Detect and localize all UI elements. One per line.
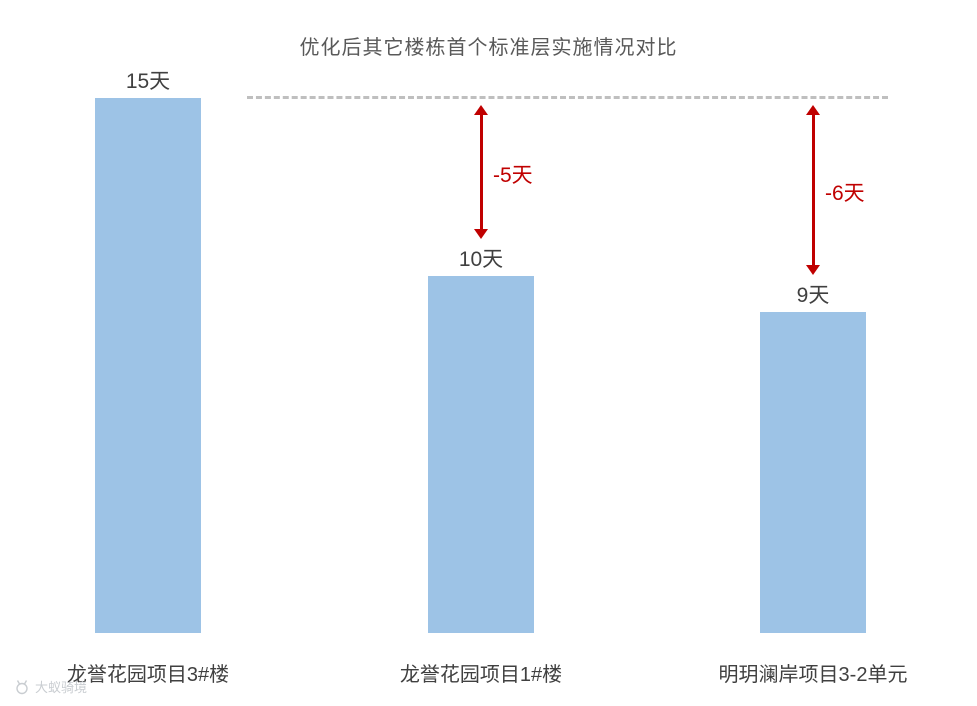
watermark-text: 大蚁骑境: [35, 680, 88, 695]
watermark: 大蚁骑境: [14, 677, 87, 696]
reference-line: [247, 96, 888, 99]
value-label-3: 9天: [796, 283, 830, 307]
delta-label-2: -6天: [825, 181, 865, 205]
value-label-2: 10天: [458, 248, 504, 271]
chart-title: 优化后其它楼栋首个标准层实施情况对比: [299, 37, 678, 59]
value-label-1: 15天: [125, 69, 171, 93]
watermark-logo-icon: [14, 679, 30, 695]
bar-2: [428, 276, 534, 633]
category-label-1: 龙誉花园项目3#楼: [66, 664, 230, 686]
delta-arrow-2: [806, 104, 820, 275]
delta-arrow-1: [474, 104, 488, 239]
bar-3: [760, 311, 866, 633]
delta-label-1: -5天: [493, 163, 533, 187]
bar-1: [95, 97, 201, 633]
category-label-2: 龙誉花园项目1#楼: [399, 664, 563, 686]
category-label-3: 明玥澜岸项目3-2单元: [718, 664, 908, 686]
